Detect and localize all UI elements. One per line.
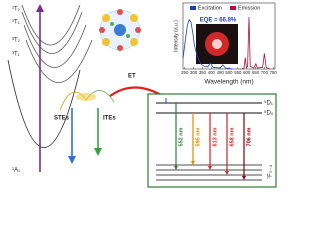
x-tick-label: 550 [234, 70, 242, 75]
stes-label: STEs [54, 116, 70, 122]
transition-label: 613 nm [212, 127, 218, 146]
transition-label: 658 nm [229, 127, 235, 146]
device-glow [212, 39, 222, 49]
figure: ¹T₂ ¹T₁ ³T₂ ³T₁ ¹A₁ STEs ITEs ET EQE = 6… [7, 2, 278, 188]
arrow-head [225, 171, 229, 175]
exciton-glow [76, 93, 96, 101]
ites-label: ITEs [103, 116, 116, 122]
arrow-head [68, 156, 76, 164]
x-tick-label: 450 [217, 70, 225, 75]
eqe-annotation: EQE = 66.8% [200, 18, 237, 24]
crystal-structure [99, 9, 141, 51]
arrow-head [208, 166, 212, 170]
potential-curves [7, 4, 115, 148]
x-tick-label: 650 [252, 70, 260, 75]
arrow-head [36, 4, 44, 12]
state-label: ¹T₂ [12, 7, 21, 13]
level-label: ⁵D₀ [264, 110, 274, 117]
spectrum-inset: EQE = 66.8% Wavelength (nm) Intensity (a… [173, 2, 278, 86]
transition-label: 552 nm [178, 127, 184, 146]
arrow-head [94, 148, 102, 156]
box-frame [147, 93, 277, 188]
x-tick-label: 750 [270, 70, 278, 75]
legend-label: Emission [238, 6, 260, 12]
level-label: ⁷F₀₋₄ [267, 164, 274, 178]
x-tick-label: 250 [181, 70, 189, 75]
arrow-head [242, 176, 246, 180]
arrow-head [191, 161, 195, 165]
state-label: ³T₂ [12, 38, 21, 44]
et-label: ET [128, 74, 136, 80]
x-tick-label: 350 [199, 70, 207, 75]
level-label: ⁵D₁ [264, 100, 273, 107]
x-tick-label: 700 [261, 70, 269, 75]
legend-swatch [190, 6, 196, 10]
x-tick-label: 300 [190, 70, 198, 75]
spectrum-line [182, 18, 233, 70]
legend-swatch [230, 6, 236, 10]
energy-level-box: ⁵D₁ ⁵D₀ ⁷F₀₋₄ 552 nm 595 nm 613 nm 658 nm 70… [147, 93, 277, 188]
x-axis-label: Wavelength (nm) [204, 79, 253, 86]
x-tick-label: 600 [243, 70, 251, 75]
state-label: ¹T₁ [12, 20, 20, 26]
x-tick-label: 400 [208, 70, 216, 75]
legend-label: Excitation [198, 6, 222, 12]
state-label: ³T₁ [12, 52, 20, 58]
y-axis-label: Intensity (a.u.) [173, 20, 179, 52]
arrow-head [174, 166, 178, 170]
x-tick-label: 500 [225, 70, 233, 75]
state-label: ¹A₁ [12, 168, 20, 174]
spectrum-line [241, 16, 270, 70]
transition-label: 595 nm [195, 127, 201, 146]
transition-label: 706 nm [246, 127, 252, 146]
